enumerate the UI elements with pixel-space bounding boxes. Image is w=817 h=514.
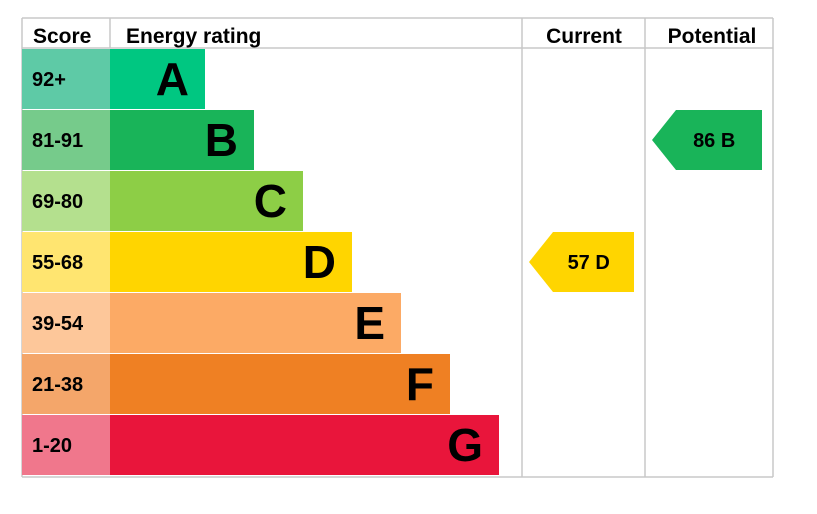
score-cell-f [22,354,110,414]
score-cell-g [22,415,110,475]
band-bar-a [110,49,205,109]
band-bar-d [110,232,352,292]
band-letter-e: E [354,297,385,349]
score-label-d: 55-68 [32,252,83,274]
score-cell-d [22,232,110,292]
score-label-f: 21-38 [32,374,83,396]
score-label-g: 1-20 [32,435,72,457]
score-cell-a [22,49,110,109]
potential-rating-label: 86 B [693,130,735,152]
header-energy-rating: Energy rating [126,25,261,48]
band-bar-c [110,171,303,231]
band-letter-g: G [447,419,483,471]
score-label-c: 69-80 [32,191,83,213]
score-label-a: 92+ [32,69,66,91]
band-bar-e [110,293,401,353]
score-label-b: 81-91 [32,130,83,152]
band-letter-c: C [254,175,287,227]
band-letter-b: B [205,114,238,166]
score-cell-b [22,110,110,170]
score-label-e: 39-54 [32,313,84,335]
band-letter-f: F [406,358,434,410]
band-bar-f [110,354,450,414]
band-bar-b [110,110,254,170]
band-letter-d: D [303,236,336,288]
header-current: Current [546,25,622,48]
rating-arrows: 57 D 86 B [529,110,762,292]
header-score: Score [33,25,91,48]
band-bar-g [110,415,499,475]
table-headers: Score Energy rating Current Potential [33,25,756,48]
score-cell-c [22,171,110,231]
current-arrow [529,232,634,292]
score-cell-e [22,293,110,353]
header-potential: Potential [668,25,757,48]
current-rating-label: 57 D [568,252,610,274]
rating-bands: 92+ A 81-91 B 69-80 C 55-68 D 39-54 E 21-38 F 1-20 G [22,49,499,475]
potential-arrow [652,110,762,170]
band-letter-a: A [156,53,189,105]
